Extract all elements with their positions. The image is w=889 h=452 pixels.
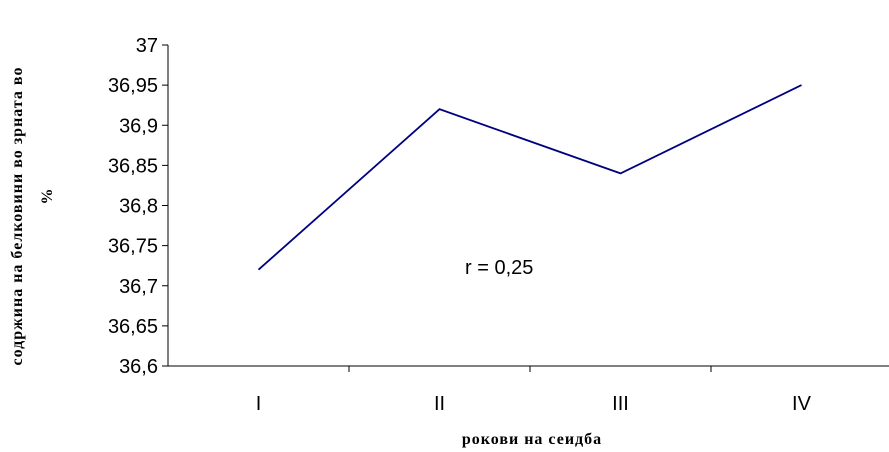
y-tick-label: 36,75	[108, 236, 158, 258]
y-axis-title-line-2: %	[39, 188, 56, 205]
x-tick-label: I	[256, 393, 262, 415]
x-tick-label: IV	[792, 393, 812, 415]
y-tick-label: 36,6	[119, 356, 158, 378]
x-axis-title: рокови на сеидба	[462, 431, 602, 448]
x-tick-label: III	[612, 393, 629, 415]
y-tick-label: 36,65	[108, 316, 158, 338]
y-tick-label: 36,7	[119, 276, 158, 298]
y-axis-title-line-1: содржина на белковини во зрната во	[9, 67, 26, 366]
correlation-annotation: r = 0,25	[465, 257, 533, 279]
x-axis-ticks: I II III IV	[256, 366, 812, 415]
series-line	[257, 84, 802, 271]
series-group	[257, 84, 802, 271]
y-tick-label: 36,95	[108, 75, 158, 97]
x-tick-label: II	[434, 393, 445, 415]
y-tick-label: 36,8	[119, 196, 158, 218]
y-tick-label: 36,85	[108, 155, 158, 177]
y-tick-label: 36,9	[119, 115, 158, 137]
y-tick-label: 37	[136, 35, 158, 57]
y-axis-ticks: 36,6 36,65 36,7 36,75 36,8 36,85 36,9 36,95 37	[108, 35, 168, 378]
